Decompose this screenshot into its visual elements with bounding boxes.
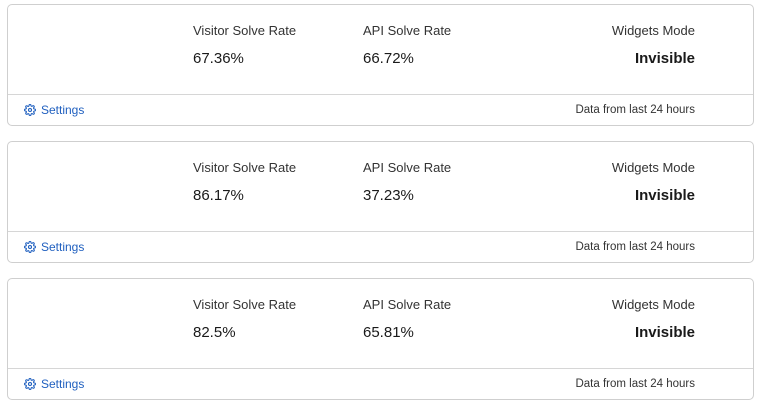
card-metrics: Visitor Solve Rate 82.5% API Solve Rate … <box>8 279 753 369</box>
api-solve-rate: API Solve Rate 65.81% <box>363 297 451 343</box>
gear-icon <box>24 104 36 116</box>
card-metrics: Visitor Solve Rate 67.36% API Solve Rate… <box>8 5 753 95</box>
data-range-note: Data from last 24 hours <box>575 378 695 390</box>
api-solve-rate-value: 65.81% <box>363 324 414 341</box>
api-solve-rate-label: API Solve Rate <box>363 160 452 175</box>
widgets-mode: Widgets Mode Invisible <box>612 160 695 206</box>
settings-link[interactable]: Settings <box>24 376 84 392</box>
card-footer: Settings Data from last 24 hours <box>8 232 753 262</box>
visitor-solve-rate: Visitor Solve Rate 67.36% <box>193 23 296 69</box>
card-footer: Settings Data from last 24 hours <box>8 369 753 399</box>
widgets-mode-value: Invisible <box>634 324 695 341</box>
widget-card: Visitor Solve Rate 67.36% API Solve Rate… <box>7 4 754 126</box>
api-solve-rate-label: API Solve Rate <box>363 297 452 312</box>
visitor-solve-rate-label: Visitor Solve Rate <box>193 23 297 38</box>
visitor-solve-rate-label: Visitor Solve Rate <box>193 160 297 175</box>
api-solve-rate-value: 37.23% <box>363 187 414 204</box>
settings-link[interactable]: Settings <box>24 102 84 118</box>
visitor-solve-rate-label: Visitor Solve Rate <box>193 297 297 312</box>
visitor-solve-rate: Visitor Solve Rate 82.5% <box>193 297 296 343</box>
widgets-mode: Widgets Mode Invisible <box>612 23 695 69</box>
widget-card: Visitor Solve Rate 86.17% API Solve Rate… <box>7 141 754 263</box>
visitor-solve-rate-value: 86.17% <box>193 187 244 204</box>
widgets-mode-value: Invisible <box>634 187 695 204</box>
visitor-solve-rate: Visitor Solve Rate 86.17% <box>193 160 296 206</box>
widget-card: Visitor Solve Rate 82.5% API Solve Rate … <box>7 278 754 400</box>
card-footer: Settings Data from last 24 hours <box>8 95 753 125</box>
widgets-mode-label: Widgets Mode <box>611 23 695 38</box>
gear-icon <box>24 241 36 253</box>
api-solve-rate: API Solve Rate 37.23% <box>363 160 451 206</box>
visitor-solve-rate-value: 67.36% <box>193 50 244 67</box>
settings-link-label: Settings <box>41 377 85 391</box>
api-solve-rate: API Solve Rate 66.72% <box>363 23 451 69</box>
settings-link-label: Settings <box>41 103 85 117</box>
widgets-mode-label: Widgets Mode <box>611 297 695 312</box>
api-solve-rate-label: API Solve Rate <box>363 23 452 38</box>
widgets-mode: Widgets Mode Invisible <box>612 297 695 343</box>
api-solve-rate-value: 66.72% <box>363 50 414 67</box>
settings-link-label: Settings <box>41 240 85 254</box>
data-range-note: Data from last 24 hours <box>575 104 695 116</box>
card-metrics: Visitor Solve Rate 86.17% API Solve Rate… <box>8 142 753 232</box>
visitor-solve-rate-value: 82.5% <box>193 324 236 341</box>
widgets-mode-label: Widgets Mode <box>611 160 695 175</box>
gear-icon <box>24 378 36 390</box>
data-range-note: Data from last 24 hours <box>575 241 695 253</box>
settings-link[interactable]: Settings <box>24 239 84 255</box>
widgets-mode-value: Invisible <box>634 50 695 67</box>
